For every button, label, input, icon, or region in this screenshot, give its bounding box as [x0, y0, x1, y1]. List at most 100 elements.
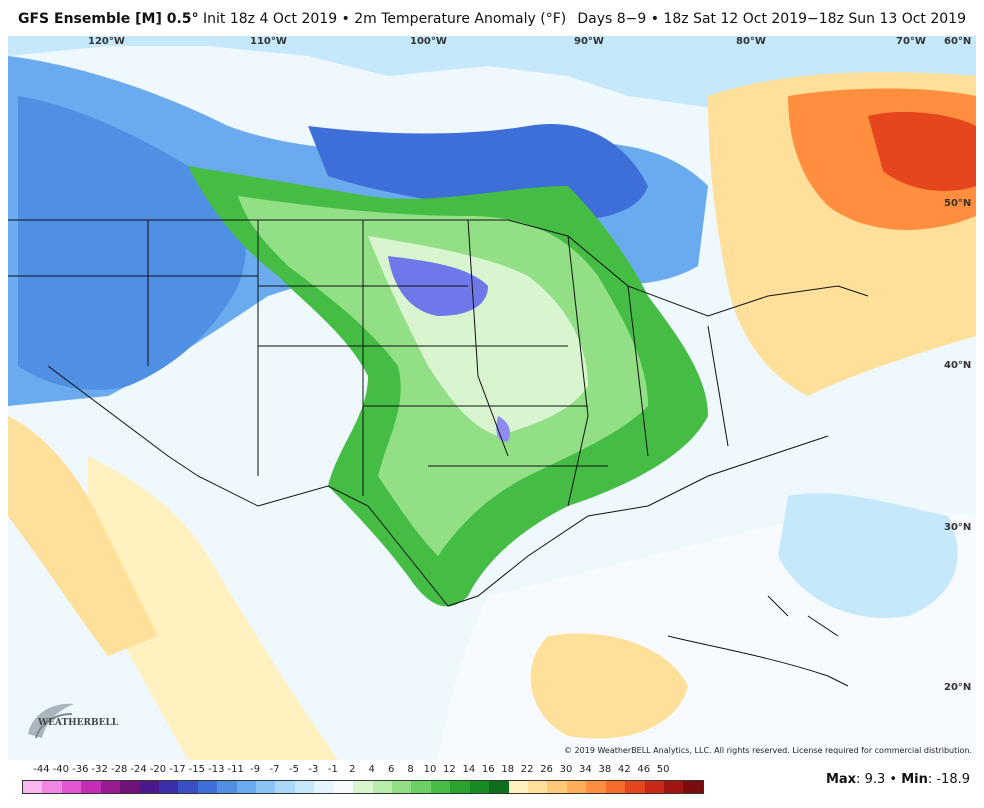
temperature-anomaly-map: 120°W 110°W 100°W 90°W 80°W 70°W 60°N 50… — [8, 36, 976, 760]
legend-tick-label: -3 — [308, 764, 319, 775]
legend-color-bar — [22, 780, 704, 794]
legend-swatch — [683, 781, 703, 793]
legend-tick-label: 10 — [423, 764, 437, 775]
legend-swatch — [236, 781, 257, 793]
legend-swatch — [547, 781, 567, 793]
legend-tick-label: 30 — [559, 764, 573, 775]
degree-symbol: ° — [191, 11, 199, 27]
longitude-label: 120°W — [88, 36, 125, 47]
longitude-label: 90°W — [574, 36, 604, 47]
legend-tick-label: -28 — [110, 764, 128, 775]
legend-swatch — [42, 781, 62, 793]
copyright-notice: © 2019 WeatherBELL Analytics, LLC. All r… — [564, 746, 972, 755]
longitude-label: 70°W — [896, 36, 926, 47]
legend-tick-label: 12 — [443, 764, 456, 775]
legend-tick-label: 2 — [349, 764, 356, 775]
stats-separator: • — [885, 772, 902, 787]
legend-tick-label: 18 — [501, 764, 515, 775]
legend-tick-label: -44 — [33, 764, 50, 775]
init-time: Init 18z 4 Oct 2019 • 2m Temperature Ano… — [198, 11, 567, 27]
longitude-label: 110°W — [250, 36, 287, 47]
anomaly-area-blue-deep — [18, 96, 246, 390]
valid-period: Days 8−9 • 18z Sat 12 Oct 2019−18z Sun 1… — [577, 11, 966, 27]
legend-swatch — [663, 781, 684, 793]
legend-swatch — [81, 781, 101, 793]
legend-swatch — [469, 781, 490, 793]
legend-tick-label: 16 — [481, 764, 495, 775]
latitude-label: 30°N — [944, 522, 972, 533]
legend-tick-label: 38 — [598, 764, 612, 775]
legend-swatch — [158, 781, 179, 793]
legend-swatch — [275, 781, 295, 793]
max-min-stats: Max: 9.3 • Min: -18.9 — [825, 772, 970, 787]
anomaly-area-hottest-atlantic — [868, 111, 976, 191]
legend-tick-label: -17 — [169, 764, 186, 775]
legend-swatch — [139, 781, 159, 793]
legend-swatch — [178, 781, 198, 793]
legend-tick-label: -40 — [52, 764, 70, 775]
legend-tick-label: -15 — [188, 764, 206, 775]
legend-swatch — [489, 781, 509, 793]
legend-swatch — [527, 781, 548, 793]
legend-swatch — [294, 781, 315, 793]
legend-swatch — [625, 781, 645, 793]
min-value: -18.9 — [936, 772, 970, 787]
legend-tick-labels: -44 -40 -36 -32 -28 -24 -20 -17 -15 -13 -11 -9 -7 -5-… — [22, 764, 702, 778]
legend-swatch — [392, 781, 412, 793]
legend-swatch — [333, 781, 354, 793]
legend-tick-label: 46 — [637, 764, 651, 775]
min-label: Min — [901, 772, 928, 787]
color-legend: -44 -40 -36 -32 -28 -24 -20 -17 -15 -13 -11 -9 -7 -5-… — [22, 764, 704, 804]
legend-swatch — [372, 781, 393, 793]
legend-swatch — [605, 781, 626, 793]
legend-swatch — [508, 781, 528, 793]
legend-swatch — [430, 781, 451, 793]
boundaries — [8, 219, 869, 687]
legend-tick-label: -13 — [208, 764, 225, 775]
legend-tick-label: -36 — [72, 764, 89, 775]
legend-tick-label: -24 — [130, 764, 147, 775]
map-header: GFS Ensemble [M] 0.5° Init 18z 4 Oct 201… — [0, 0, 984, 36]
weatherbell-logo-icon — [28, 703, 74, 739]
legend-tick-label: 14 — [462, 764, 476, 775]
anomaly-area-warm-yucatan — [530, 633, 688, 739]
legend-tick-label: 6 — [387, 764, 395, 775]
logo-text: WEATHERBELL — [38, 718, 119, 728]
legend-tick-label: -7 — [269, 764, 280, 775]
legend-swatch — [61, 781, 82, 793]
longitude-label: 80°W — [736, 36, 766, 47]
legend-tick-label: -32 — [91, 764, 108, 775]
legend-tick-label: 4 — [368, 764, 375, 775]
legend-swatch — [353, 781, 373, 793]
latitude-label: 40°N — [944, 360, 972, 371]
legend-swatch — [586, 781, 606, 793]
legend-swatch — [217, 781, 237, 793]
legend-swatch — [450, 781, 470, 793]
anomaly-area-warm-mexico — [88, 456, 338, 760]
legend-swatch — [100, 781, 121, 793]
legend-swatch — [411, 781, 431, 793]
legend-tick-label: 50 — [656, 764, 670, 775]
legend-tick-label: 22 — [520, 764, 534, 775]
model-name: GFS Ensemble [M] 0.5 — [18, 11, 192, 27]
max-label: Max — [825, 772, 857, 787]
legend-tick-label: -9 — [250, 764, 261, 775]
anomaly-area-warm-pacific — [8, 416, 158, 656]
longitude-label: 100°W — [410, 36, 447, 47]
max-value: 9.3 — [864, 772, 886, 787]
map-canvas — [8, 36, 976, 760]
legend-tick-label: -5 — [289, 764, 299, 775]
legend-tick-label: 8 — [407, 764, 414, 775]
legend-swatch — [23, 781, 43, 793]
latitude-label: 20°N — [944, 682, 972, 693]
legend-swatch — [197, 781, 218, 793]
legend-swatch — [644, 781, 664, 793]
legend-tick-label: 42 — [617, 764, 631, 775]
legend-tick-label: -20 — [149, 764, 167, 775]
legend-swatch — [120, 781, 140, 793]
legend-tick-label: -1 — [327, 764, 338, 775]
latitude-label: 50°N — [944, 198, 972, 209]
latitude-label: 60°N — [944, 36, 972, 47]
legend-swatch — [256, 781, 276, 793]
legend-tick-label: 34 — [579, 764, 592, 775]
